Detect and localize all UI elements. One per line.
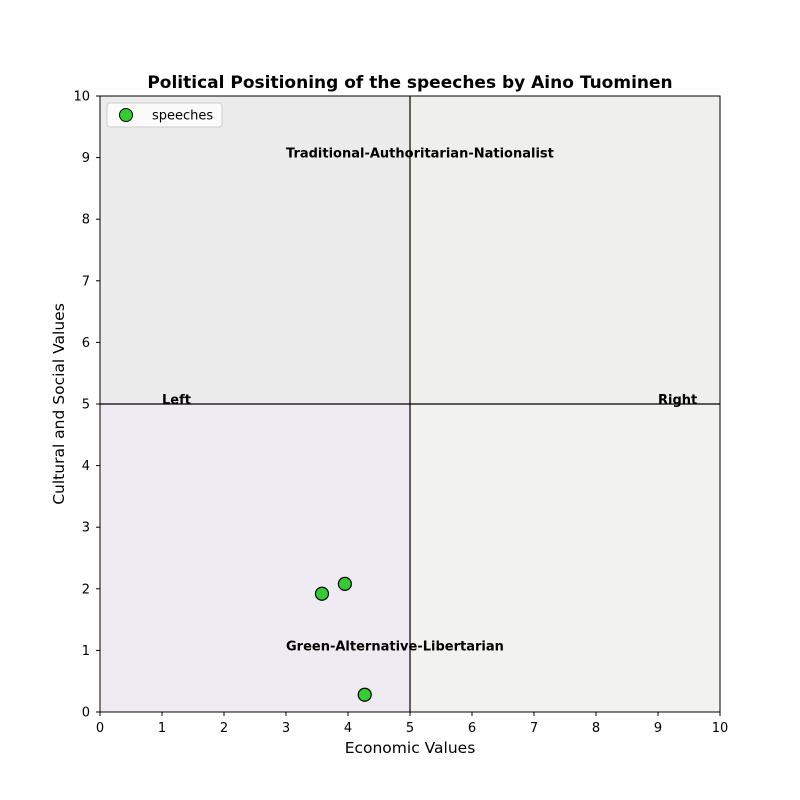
y-tick-label: 6 <box>82 336 90 351</box>
data-point <box>314 586 330 601</box>
quadrant-bg-2 <box>410 96 720 404</box>
x-tick-label: 6 <box>468 721 476 736</box>
quadrant-annotations: Traditional-Authoritarian-Nationalist Gre… <box>162 147 697 655</box>
y-axis-ticks: 0 1 2 3 4 5 6 7 8 9 10 <box>73 90 100 721</box>
x-axis-ticks: 0 1 2 3 4 5 6 7 8 9 10 <box>96 712 728 736</box>
annotation-label: Traditional-Authoritarian-Nationalist <box>286 147 554 162</box>
x-tick-label: 10 <box>712 721 729 736</box>
y-tick-label: 3 <box>82 521 90 536</box>
quadrant-dividers <box>100 96 720 712</box>
annotation-label: Green-Alternative-Libertarian <box>286 639 504 654</box>
x-tick-label: 9 <box>654 721 662 736</box>
y-tick-label: 1 <box>82 644 90 659</box>
data-point <box>357 687 372 702</box>
legend-box <box>106 102 223 128</box>
y-axis-label: Cultural and Social Values <box>50 303 68 505</box>
y-tick-label: 0 <box>82 706 90 721</box>
x-tick-label: 5 <box>406 721 414 736</box>
x-tick-label: 1 <box>158 721 166 736</box>
quadrant-bg-3 <box>100 404 410 712</box>
annotation-label: Left <box>162 393 191 408</box>
y-tick-label: 4 <box>82 459 90 474</box>
x-tick-label: 4 <box>344 721 352 736</box>
annotation-label: Right <box>658 393 697 408</box>
y-tick-label: 5 <box>82 398 90 413</box>
quadrant-bg-4 <box>410 404 720 712</box>
quadrant-bg-1 <box>100 96 410 404</box>
y-tick-label: 7 <box>82 274 90 289</box>
quadrant-backgrounds <box>100 96 720 712</box>
y-tick-label: 10 <box>73 90 90 105</box>
x-tick-label: 8 <box>592 721 600 736</box>
data-points <box>314 576 372 702</box>
x-tick-label: 0 <box>96 721 104 736</box>
y-tick-label: 8 <box>82 213 90 228</box>
x-axis-label: Economic Values <box>345 739 476 757</box>
legend-label-speeches: speeches <box>152 109 213 124</box>
legend: speeches <box>106 102 223 128</box>
x-tick-label: 2 <box>220 721 228 736</box>
data-point <box>337 576 352 591</box>
y-tick-label: 2 <box>82 582 90 597</box>
y-tick-label: 9 <box>82 151 90 166</box>
chart-title: Political Positioning of the speeches by… <box>147 73 672 93</box>
x-tick-label: 7 <box>530 721 538 736</box>
legend-marker-speeches <box>119 108 133 122</box>
x-tick-label: 3 <box>282 721 290 736</box>
